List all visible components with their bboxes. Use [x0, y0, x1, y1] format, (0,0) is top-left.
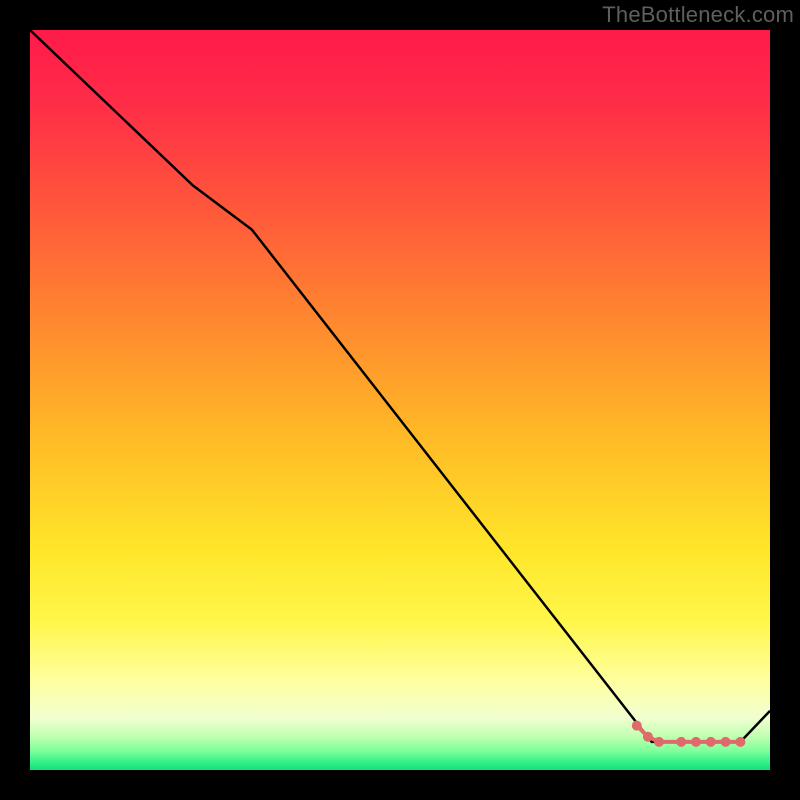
marker-dot — [676, 737, 686, 747]
marker-dot — [706, 737, 716, 747]
marker-dot — [691, 737, 701, 747]
gradient-line-plot — [30, 30, 770, 770]
gradient-background — [30, 30, 770, 770]
marker-dot — [721, 737, 731, 747]
marker-dot — [654, 737, 664, 747]
marker-dot — [632, 721, 642, 731]
watermark-text: TheBottleneck.com — [602, 2, 794, 28]
marker-dot — [643, 732, 653, 742]
marker-dot — [735, 737, 745, 747]
chart-frame: TheBottleneck.com — [0, 0, 800, 800]
